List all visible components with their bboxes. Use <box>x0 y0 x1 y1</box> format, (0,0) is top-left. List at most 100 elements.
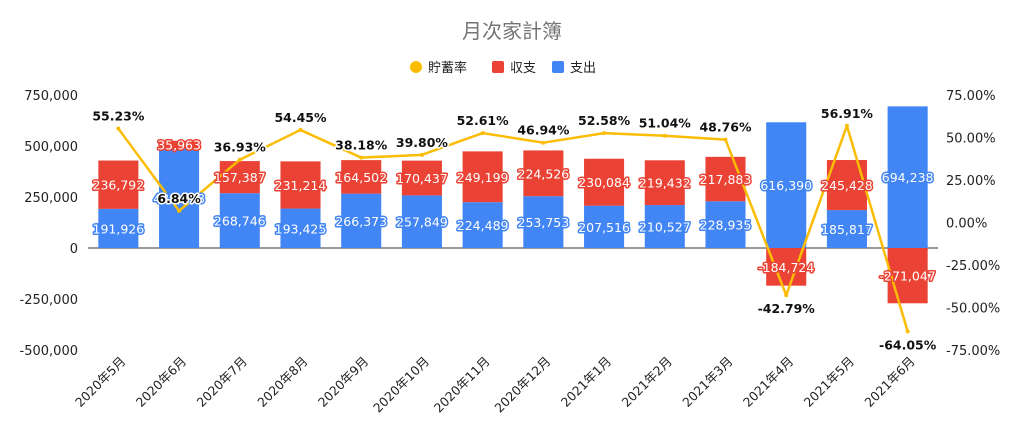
data-label-spending: 253,753 <box>518 215 570 230</box>
chart-title: 月次家計簿 <box>462 19 562 43</box>
savings-rate-point <box>541 140 546 145</box>
bar-balance <box>341 160 382 194</box>
data-label-balance: -184,724 <box>758 260 814 275</box>
x-tick-label: 2021年5月 <box>801 354 857 410</box>
savings-rate-polyline <box>117 124 909 332</box>
x-tick-label: 2021年2月 <box>619 354 675 410</box>
legend-label-balance: 収支 <box>510 61 536 76</box>
y-right-tick-label: 50.00% <box>946 132 996 147</box>
legend-label-savings-rate: 貯蓄率 <box>428 60 467 76</box>
x-tick-label: 2020年10月 <box>370 354 432 416</box>
y-right-tick-label: -50.00% <box>946 302 1000 317</box>
data-label-savings-rate: 51.04% <box>639 116 692 131</box>
savings-rate-point <box>237 157 242 162</box>
x-tick-label: 2020年12月 <box>491 354 553 416</box>
data-label-balance: 236,792 <box>93 178 145 193</box>
data-label-balance: -271,047 <box>880 269 936 284</box>
x-tick-label: 2020年11月 <box>431 354 493 416</box>
data-label-spending: 185,817 <box>821 222 873 237</box>
data-label-savings-rate: 6.84% <box>157 191 201 206</box>
y-left-tick-label: 500,000 <box>24 140 78 155</box>
x-tick-label: 2020年5月 <box>72 354 128 410</box>
x-tick-label: 2021年3月 <box>679 354 735 410</box>
x-tick-label: 2021年6月 <box>861 354 917 410</box>
savings-rate-point <box>662 133 667 138</box>
bar-spending <box>887 106 928 248</box>
data-label-spending: 207,516 <box>578 220 630 235</box>
data-label-balance: 231,214 <box>275 178 327 193</box>
data-label-savings-rate: 36.93% <box>214 140 267 155</box>
y-right-tick-label: 75.00% <box>946 89 996 104</box>
x-tick-label: 2020年7月 <box>194 354 250 410</box>
y-right-tick-label: 25.00% <box>946 174 996 189</box>
data-label-balance: 219,432 <box>639 176 691 191</box>
data-label-spending: 210,527 <box>639 220 691 235</box>
data-label-spending: 266,373 <box>335 214 387 229</box>
data-label-savings-rate: 56.91% <box>821 106 874 121</box>
bar-balance <box>280 161 321 209</box>
x-tick-label: 2020年9月 <box>315 354 371 410</box>
data-label-balance: 245,428 <box>821 178 873 193</box>
data-label-balance: 170,437 <box>396 171 448 186</box>
bar-balance <box>887 248 928 304</box>
bar-balance <box>98 160 139 209</box>
data-label-spending: 489,558 <box>153 191 205 206</box>
bar-balance <box>584 158 625 206</box>
bar-balance <box>462 151 503 203</box>
data-label-savings-rate: 52.58% <box>578 113 631 128</box>
savings-rate-point <box>116 126 121 131</box>
data-label-savings-rate: 46.94% <box>517 123 570 138</box>
data-label-spending: 268,746 <box>214 214 266 229</box>
bar-balance <box>523 150 564 197</box>
bar-spending <box>705 201 746 248</box>
savings-rate-point <box>177 208 182 213</box>
bar-spending <box>98 208 139 248</box>
x-axis: 2020年5月 2020年6月 2020年7月 2020年8月 2020年9月2020年… <box>72 354 918 416</box>
y-left-tick-label: 250,000 <box>24 191 78 206</box>
data-label-balance: 230,084 <box>578 175 630 190</box>
data-label-savings-rate: 39.80% <box>396 135 449 150</box>
y-right-tick-label: 0.00% <box>946 217 987 232</box>
x-tick-label: 2020年6月 <box>133 354 189 410</box>
y-left-tick-label: -250,000 <box>20 293 78 308</box>
data-label-balance: 249,199 <box>457 170 509 185</box>
data-label-spending: 228,935 <box>700 218 752 233</box>
savings-rate-point <box>480 131 485 136</box>
data-label-savings-rate: -42.79% <box>758 301 816 316</box>
bars <box>98 106 928 304</box>
legend-marker-balance <box>492 61 504 73</box>
data-label-savings-rate: 38.18% <box>335 138 388 153</box>
y-left-tick-label: 0 <box>70 242 78 257</box>
y-left-tick-label: 750,000 <box>24 89 78 104</box>
bar-spending <box>341 193 382 248</box>
data-label-spending: 694,238 <box>882 170 934 185</box>
y-axis-left: -500,000 -250,000 0 250,000 500,000 750,000 <box>20 89 78 359</box>
y-right-tick-label: -75.00% <box>946 344 1000 359</box>
bar-spending <box>644 205 685 248</box>
data-label-spending: 191,926 <box>93 221 145 236</box>
bar-balance <box>401 160 442 196</box>
bar-balance <box>644 160 685 206</box>
bar-spending <box>766 122 807 248</box>
data-label-spending: 193,425 <box>275 221 327 236</box>
bar-balance <box>159 140 200 149</box>
legend: 貯蓄率 収支 支出 <box>410 60 596 76</box>
bar-spending <box>280 208 321 248</box>
data-label-savings-rate: -64.05% <box>879 337 937 352</box>
legend-marker-savings-rate <box>410 61 422 73</box>
point-data-labels: 55.23% 6.84% 36.93% 54.45% 38.18% 39.80% 52.61… <box>91 104 938 354</box>
bar-spending <box>523 196 564 248</box>
y-right-tick-label: -25.00% <box>946 259 1000 274</box>
data-label-savings-rate: 48.76% <box>699 120 752 135</box>
data-label-savings-rate: 54.45% <box>274 110 327 125</box>
x-tick-label: 2021年4月 <box>740 354 796 410</box>
data-label-spending: 616,390 <box>760 178 812 193</box>
y-left-tick-label: -500,000 <box>20 344 78 359</box>
savings-rate-point <box>723 137 728 142</box>
bar-balance <box>705 156 746 202</box>
bar-spending <box>219 193 260 248</box>
savings-rate-point <box>844 123 849 128</box>
savings-rate-point <box>359 155 364 160</box>
data-label-spending: 257,849 <box>396 215 448 230</box>
